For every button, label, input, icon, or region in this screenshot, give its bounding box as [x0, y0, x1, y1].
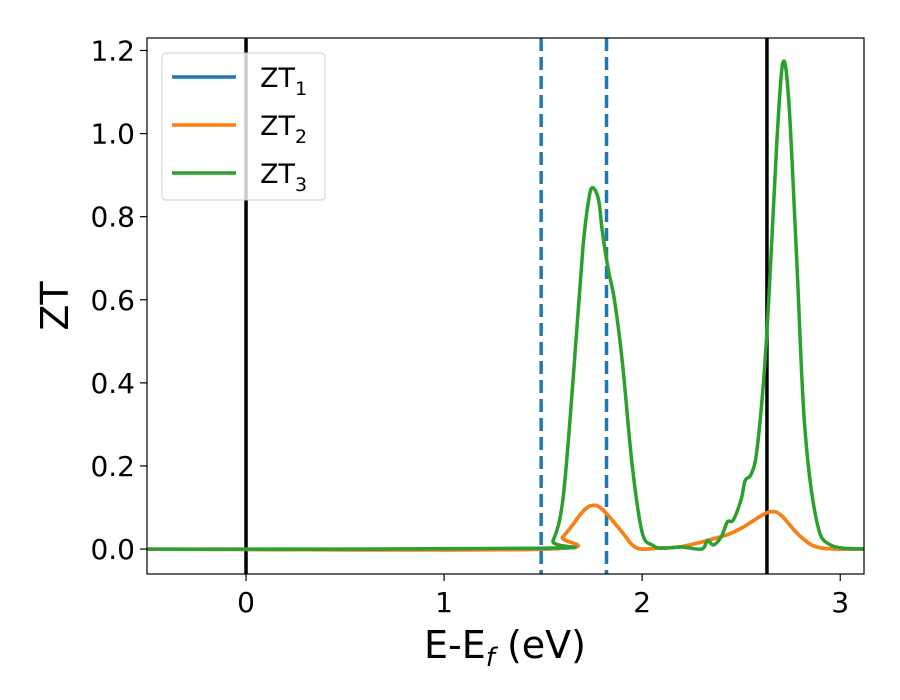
legend-label-subscript: 1: [295, 78, 307, 100]
x-axis-title: E-Ef (eV): [424, 623, 586, 673]
axis-ticks: 0 1 2 3 0.0 0.2 0.4 0.6 0.8 1.0 1.2: [90, 34, 849, 619]
legend-label-main: ZT: [260, 159, 295, 190]
legend-label-main: ZT: [260, 63, 295, 94]
series-lines: [147, 59, 864, 552]
y-tick-label: 0.8: [90, 201, 135, 234]
legend-label-zt3: ZT3: [260, 159, 307, 196]
legend-label-zt1: ZT1: [260, 63, 307, 100]
y-tick-label: 0.2: [90, 450, 135, 483]
legend-label-zt2: ZT2: [260, 111, 307, 148]
plot-frame: [146, 37, 865, 575]
x-tick-label: 1: [435, 586, 453, 619]
y-tick-label: 1.2: [90, 34, 135, 67]
legend-label-subscript: 3: [295, 174, 307, 196]
series-line-zt3: [147, 59, 864, 552]
legend-box: [161, 52, 326, 201]
y-tick-label: 0.0: [90, 533, 135, 566]
x-tick-label: 0: [237, 586, 255, 619]
legend-label-main: ZT: [260, 111, 295, 142]
y-tick-label: 1.0: [90, 118, 135, 151]
series-line-zt1: [147, 503, 864, 552]
legend-label-subscript: 2: [295, 126, 307, 148]
x-axis-title-unit: (eV): [495, 623, 586, 667]
x-tick-label: 2: [633, 586, 651, 619]
y-tick-label: 0.4: [90, 367, 135, 400]
x-tick-label: 3: [831, 586, 849, 619]
y-axis-title: ZT: [33, 281, 77, 331]
x-axis-title-main: E-E: [424, 623, 486, 667]
y-tick-label: 0.6: [90, 284, 135, 317]
series-line-zt2: [147, 503, 864, 552]
